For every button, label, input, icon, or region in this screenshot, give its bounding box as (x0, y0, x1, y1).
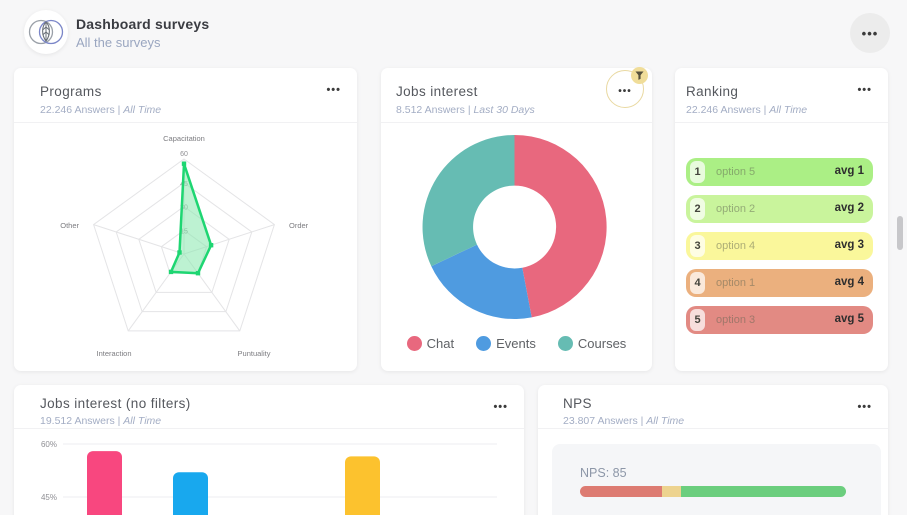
legend-dot-icon (476, 336, 492, 351)
period-label: All Time (123, 104, 162, 116)
svg-text:Other: Other (60, 221, 79, 230)
legend-dot-icon (406, 336, 422, 351)
legend-label: Events (496, 336, 536, 351)
filter-icon (635, 71, 644, 80)
rank-option-label: option 3 (716, 314, 756, 326)
leaf-logo-icon (28, 19, 64, 45)
period-label: All Time (123, 415, 162, 427)
svg-text:Interaction: Interaction (96, 349, 131, 358)
card-title: Jobs interest (396, 84, 478, 99)
period-label: All Time (646, 415, 685, 427)
ellipsis-icon: ••• (861, 25, 879, 41)
legend-label: Courses (577, 336, 627, 351)
answers-count: 19.512 Answers (40, 415, 115, 427)
card-jobs-no-filters: Jobs interest (no filters) 19.512 Answer… (14, 385, 524, 515)
divider (381, 122, 652, 123)
legend-item[interactable]: Chat (406, 336, 455, 351)
answers-count: 22.246 Answers (40, 104, 115, 116)
divider (538, 428, 888, 429)
rank-avg: avg 1 (834, 165, 864, 177)
card-jobs-interest: Jobs interest 8.512 Answers | Last 30 Da… (381, 67, 652, 371)
svg-text:Puntuality: Puntuality (238, 349, 271, 358)
rank-number: 3 (690, 235, 705, 257)
card-menu-button-filtered[interactable]: ••• (606, 67, 648, 108)
rank-avg: avg 2 (834, 202, 864, 214)
rank-option-label: option 4 (716, 240, 756, 252)
nps-score: NPS: 85 (580, 466, 627, 480)
subtitle-separator: | (763, 104, 767, 116)
ranking-row[interactable]: 3 option 4 avg 3 (686, 232, 873, 260)
card-menu-button[interactable]: ••• (493, 401, 508, 413)
card-nps: NPS 23.807 Answers | All Time ••• NPS: 8… (538, 385, 888, 515)
ranking-row[interactable]: 4 option 1 avg 4 (686, 269, 873, 297)
answers-count: 8.512 Answers (396, 104, 465, 116)
legend-dot-icon (557, 336, 573, 351)
page-scrollbar-thumb[interactable] (897, 216, 903, 250)
filter-badge (631, 67, 648, 84)
nps-gauge-segment (681, 486, 846, 497)
card-programs: Programs 22.246 Answers | All Time ••• C… (14, 68, 357, 371)
ranking-list: 1 option 5 avg 1 2 option 2 avg 2 3 option 4 avg… (686, 158, 873, 343)
card-title: Jobs interest (no filters) (40, 396, 191, 411)
rank-option-label: option 5 (716, 166, 756, 178)
nps-panel: NPS: 85 (552, 444, 881, 515)
answers-count: 23.807 Answers (563, 415, 638, 427)
rank-avg: avg 5 (834, 313, 864, 325)
bar-chart: 60% 45% (41, 440, 497, 515)
subtitle-separator: | (640, 415, 644, 427)
rank-avg: avg 4 (834, 276, 864, 288)
rank-number: 5 (690, 309, 705, 331)
card-subtitle: 19.512 Answers | All Time (40, 415, 161, 427)
subtitle-separator: | (117, 104, 121, 116)
card-title: Programs (40, 84, 102, 99)
period-label: Last 30 Days (473, 104, 535, 116)
legend-item[interactable]: Events (476, 336, 536, 351)
subtitle-separator: | (467, 104, 471, 116)
card-subtitle: 22.246 Answers | All Time (40, 104, 161, 116)
card-menu-button[interactable]: ••• (857, 84, 872, 96)
rank-avg: avg 3 (834, 239, 864, 251)
card-menu-button[interactable]: ••• (326, 84, 341, 96)
rank-number: 2 (690, 198, 705, 220)
nps-gauge-segment (662, 486, 682, 497)
ranking-row[interactable]: 1 option 5 avg 1 (686, 158, 873, 186)
page-menu-button[interactable]: ••• (850, 13, 890, 53)
nps-gauge (580, 486, 846, 497)
rank-option-label: option 2 (716, 203, 756, 215)
answers-count: 22.246 Answers (686, 104, 761, 116)
svg-text:Order: Order (289, 221, 309, 230)
page-title: Dashboard surveys (76, 16, 210, 32)
card-subtitle: 23.807 Answers | All Time (563, 415, 684, 427)
donut-chart (422, 134, 607, 320)
card-menu-button[interactable]: ••• (857, 401, 872, 413)
svg-text:60%: 60% (41, 440, 57, 449)
donut-legend: Chat Events Courses (381, 336, 652, 351)
subtitle-separator: | (117, 415, 121, 427)
nps-gauge-segment (580, 486, 663, 497)
rank-number: 4 (690, 272, 705, 294)
rank-option-label: option 1 (716, 277, 756, 289)
radar-chart: Capacitation Order Puntuality Interaction Ot… (60, 134, 309, 358)
ranking-row[interactable]: 2 option 2 avg 2 (686, 195, 873, 223)
ellipsis-icon: ••• (618, 85, 632, 97)
page-subtitle: All the surveys (76, 35, 161, 50)
svg-text:Capacitation: Capacitation (163, 134, 205, 143)
divider (14, 428, 524, 429)
ranking-row[interactable]: 5 option 3 avg 5 (686, 306, 873, 334)
period-label: All Time (769, 104, 808, 116)
card-subtitle: 8.512 Answers | Last 30 Days (396, 104, 535, 116)
card-title: Ranking (686, 84, 739, 99)
legend-item[interactable]: Courses (557, 336, 627, 351)
divider (675, 122, 888, 123)
divider (14, 122, 357, 123)
legend-label: Chat (426, 336, 455, 351)
svg-text:45%: 45% (41, 493, 57, 502)
card-title: NPS (563, 396, 592, 411)
rank-number: 1 (690, 161, 705, 183)
app-logo (24, 10, 68, 54)
card-subtitle: 22.246 Answers | All Time (686, 104, 807, 116)
svg-text:60: 60 (180, 151, 188, 158)
